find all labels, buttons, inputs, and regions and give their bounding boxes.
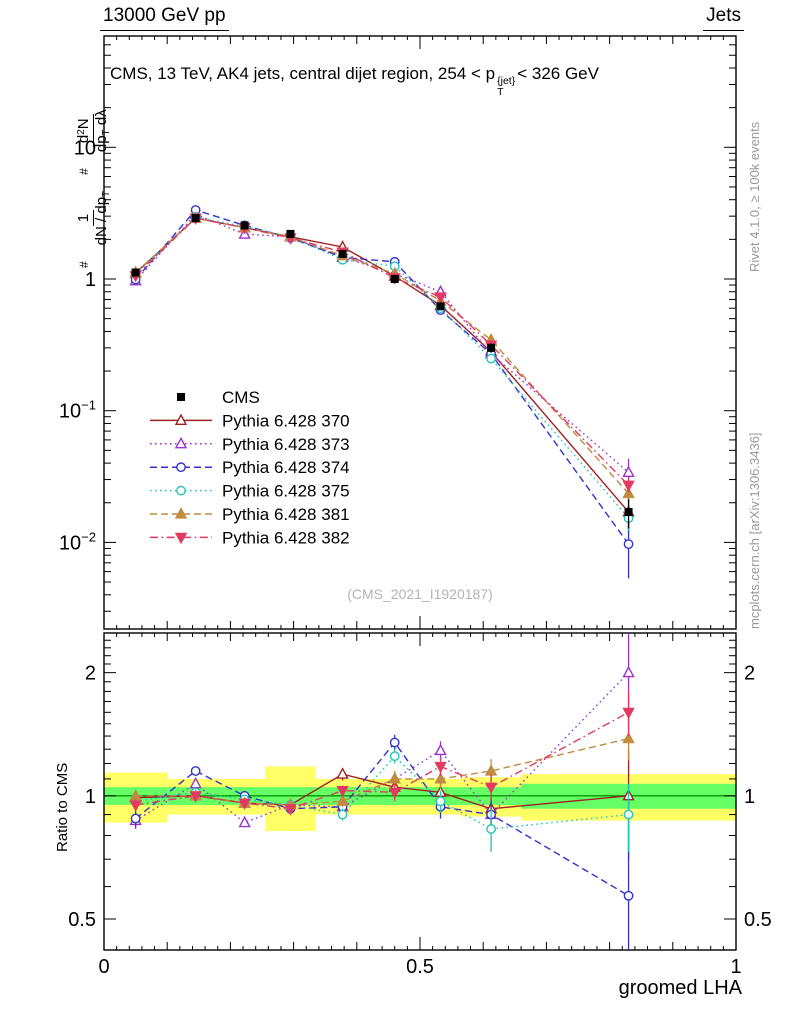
title-pt-superscript-subscript: {jet} T bbox=[497, 75, 516, 99]
svg-text:1: 1 bbox=[85, 786, 96, 808]
svg-text:2: 2 bbox=[744, 663, 755, 685]
ylabel-frac2-den-text: dp bbox=[92, 135, 110, 153]
svg-text:10: 10 bbox=[74, 137, 96, 159]
svg-text:Pythia 6.428 374: Pythia 6.428 374 bbox=[222, 458, 350, 477]
ylabel-frac2-num-n: N bbox=[75, 118, 92, 130]
rivet-version-label: Rivet 4.1.0, ≥ 100k events bbox=[747, 121, 762, 272]
ylabel-fraction-1: 1 dN / dpT bbox=[75, 189, 112, 247]
ylabel-frac1-numerator: 1 bbox=[75, 209, 94, 227]
ylabel-frac2-denominator: dpT dλ bbox=[92, 107, 112, 154]
beam-energy-label: 13000 GeV pp bbox=[100, 5, 229, 31]
svg-text:0.5: 0.5 bbox=[744, 909, 772, 931]
ylabel-fraction-2: d2N dpT dλ bbox=[75, 107, 112, 154]
svg-text:0: 0 bbox=[98, 956, 109, 978]
ylabel-frac2-den-sub: T bbox=[100, 129, 112, 136]
svg-text:0.5: 0.5 bbox=[68, 909, 96, 931]
svg-text:Pythia 6.428 381: Pythia 6.428 381 bbox=[222, 505, 350, 524]
ylabel-frac2-num-d: d bbox=[75, 134, 92, 144]
title-sub: T bbox=[497, 86, 504, 99]
ylabel-frac2-num-sup: 2 bbox=[76, 129, 87, 135]
svg-text:10−1: 10−1 bbox=[59, 398, 96, 423]
ylabel-frac2-den-lambda: dλ bbox=[92, 109, 110, 130]
x-axis-title: groomed LHA bbox=[618, 977, 742, 999]
title-segment-pre: CMS, 13 TeV, AK4 jets, central dijet reg… bbox=[110, 64, 496, 83]
svg-text:0.5: 0.5 bbox=[406, 956, 434, 978]
ylabel-frac1-den-sub: T bbox=[100, 190, 112, 197]
ylabel-hash-1: # bbox=[77, 261, 91, 268]
svg-text:CMS: CMS bbox=[222, 388, 260, 407]
ylabel-frac1-den-text: dN / dp bbox=[92, 196, 110, 246]
plot-title: CMS, 13 TeV, AK4 jets, central dijet reg… bbox=[110, 64, 599, 98]
svg-text:2: 2 bbox=[85, 663, 96, 685]
title-segment-post: < 326 GeV bbox=[517, 64, 599, 83]
svg-text:1: 1 bbox=[730, 956, 741, 978]
svg-text:Pythia 6.428 375: Pythia 6.428 375 bbox=[222, 482, 350, 501]
ylabel-frac1-denominator: dN / dpT bbox=[92, 189, 112, 247]
mcplots-attribution-label: mcplots.cern.ch [arXiv:1306.3436] bbox=[747, 432, 762, 629]
analysis-id-watermark: (CMS_2021_I1920187) bbox=[347, 586, 493, 602]
title-sup: {jet} bbox=[497, 75, 516, 87]
svg-text:10−2: 10−2 bbox=[59, 529, 96, 554]
analysis-group-label: Jets bbox=[703, 5, 744, 31]
main-y-axis-title: # 1 dN / dpT # d2N dpT dλ bbox=[75, 107, 112, 268]
ylabel-frac2-numerator: d2N bbox=[75, 114, 94, 148]
svg-text:Pythia 6.428 382: Pythia 6.428 382 bbox=[222, 528, 350, 547]
svg-text:1: 1 bbox=[744, 786, 755, 808]
svg-text:Pythia 6.428 373: Pythia 6.428 373 bbox=[222, 435, 350, 454]
svg-text:1: 1 bbox=[85, 269, 96, 291]
ylabel-hash-2: # bbox=[77, 168, 91, 175]
svg-text:Pythia 6.428 370: Pythia 6.428 370 bbox=[222, 411, 350, 430]
ratio-y-axis-title: Ratio to CMS bbox=[54, 762, 71, 852]
